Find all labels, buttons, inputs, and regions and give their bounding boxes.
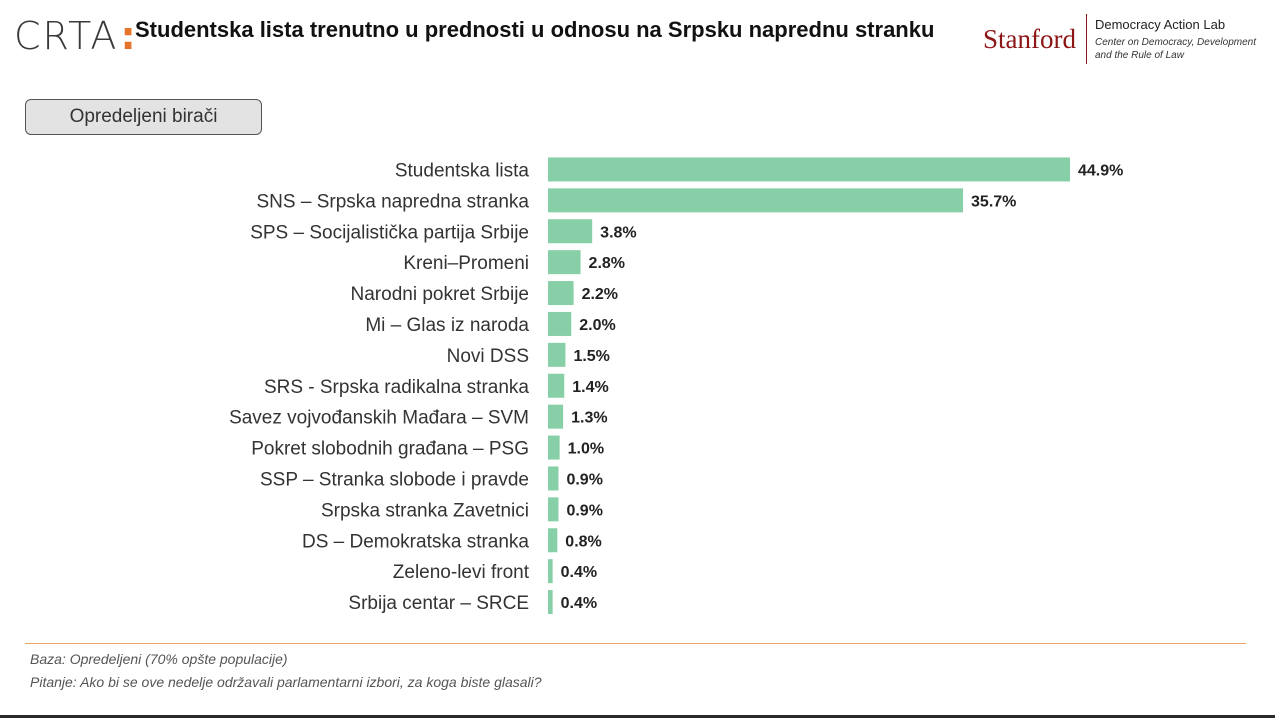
- value-label: 3.8%: [600, 224, 636, 241]
- value-label: 1.5%: [573, 348, 609, 365]
- category-label: DS – Demokratska stranka: [302, 531, 529, 552]
- value-label: 1.0%: [568, 441, 604, 458]
- category-label: SRS - Srpska radikalna stranka: [264, 377, 529, 398]
- bar: [548, 528, 558, 553]
- segment-button[interactable]: Opredeljeni birači: [25, 99, 262, 135]
- stanford-subtitle-2: and the Rule of Law: [1094, 49, 1184, 61]
- category-label: Savez vojvođanskih Mađara – SVM: [229, 408, 529, 429]
- bar: [548, 250, 581, 275]
- category-label: Pokret slobodnih građana – PSG: [251, 439, 529, 460]
- footer-divider: [25, 643, 1246, 644]
- category-label: Novi DSS: [447, 346, 529, 367]
- stanford-lab-name: Democracy Action Lab: [1094, 16, 1226, 32]
- slide-title: Studentska lista trenutno u prednosti u …: [135, 17, 935, 42]
- bottom-border: [0, 715, 1275, 718]
- stanford-subtitle-1: Center on Democracy, Development: [1094, 36, 1256, 48]
- category-label: Kreni–Promeni: [403, 253, 529, 274]
- crta-logo: CRTA:: [14, 16, 138, 56]
- bar: [548, 373, 565, 398]
- category-label: Zeleno-levi front: [393, 562, 530, 583]
- category-label: Mi – Glas iz naroda: [365, 315, 529, 336]
- value-label: 1.4%: [572, 379, 608, 396]
- bar: [548, 342, 566, 367]
- bar: [548, 311, 572, 336]
- category-label: Srpska stranka Zavetnici: [321, 500, 529, 521]
- bar: [548, 404, 564, 429]
- bar: [548, 188, 964, 213]
- value-label: 0.8%: [565, 533, 601, 550]
- bar: [548, 497, 559, 522]
- value-label: 1.3%: [571, 410, 607, 427]
- category-label: Srbija centar – SRCE: [348, 593, 529, 614]
- bar: [548, 590, 553, 615]
- bar: [548, 559, 553, 584]
- segment-button-label: Opredeljeni birači: [69, 106, 218, 127]
- stanford-wordmark: Stanford: [983, 14, 1087, 64]
- bar: [548, 435, 560, 460]
- value-label: 0.4%: [561, 564, 597, 581]
- value-label: 35.7%: [971, 193, 1016, 210]
- bar: [548, 219, 593, 244]
- value-label: 0.9%: [566, 502, 602, 519]
- category-label: Studentska lista: [395, 160, 530, 181]
- value-label: 44.9%: [1078, 162, 1123, 179]
- value-label: 2.8%: [589, 255, 625, 272]
- category-label: SSP – Stranka slobode i pravde: [260, 469, 529, 490]
- bar: [548, 157, 1070, 182]
- footer-base-note: Baza: Opredeljeni (70% opšte populacije): [30, 651, 288, 667]
- bar: [548, 466, 559, 491]
- value-label: 0.4%: [561, 595, 597, 612]
- value-label: 0.9%: [566, 471, 602, 488]
- crta-logo-dots: :: [120, 14, 138, 58]
- stanford-lab-text: Democracy Action Lab Center on Democracy…: [1087, 17, 1256, 62]
- category-label: SPS – Socijalistička partija Srbije: [250, 222, 529, 243]
- category-label: Narodni pokret Srbije: [351, 284, 529, 305]
- value-label: 2.0%: [579, 317, 615, 334]
- crta-logo-text: CRTA: [14, 14, 119, 58]
- bar-chart: Studentska lista 44.9% SNS – Srpska napred…: [229, 157, 1123, 615]
- bar: [548, 281, 574, 306]
- stanford-logo: Stanford Democracy Action Lab Center on …: [983, 14, 1256, 64]
- footer-question-note: Pitanje: Ako bi se ove nedelje održavali…: [30, 674, 542, 690]
- category-label: SNS – Srpska napredna stranka: [257, 191, 530, 212]
- value-label: 2.2%: [582, 286, 618, 303]
